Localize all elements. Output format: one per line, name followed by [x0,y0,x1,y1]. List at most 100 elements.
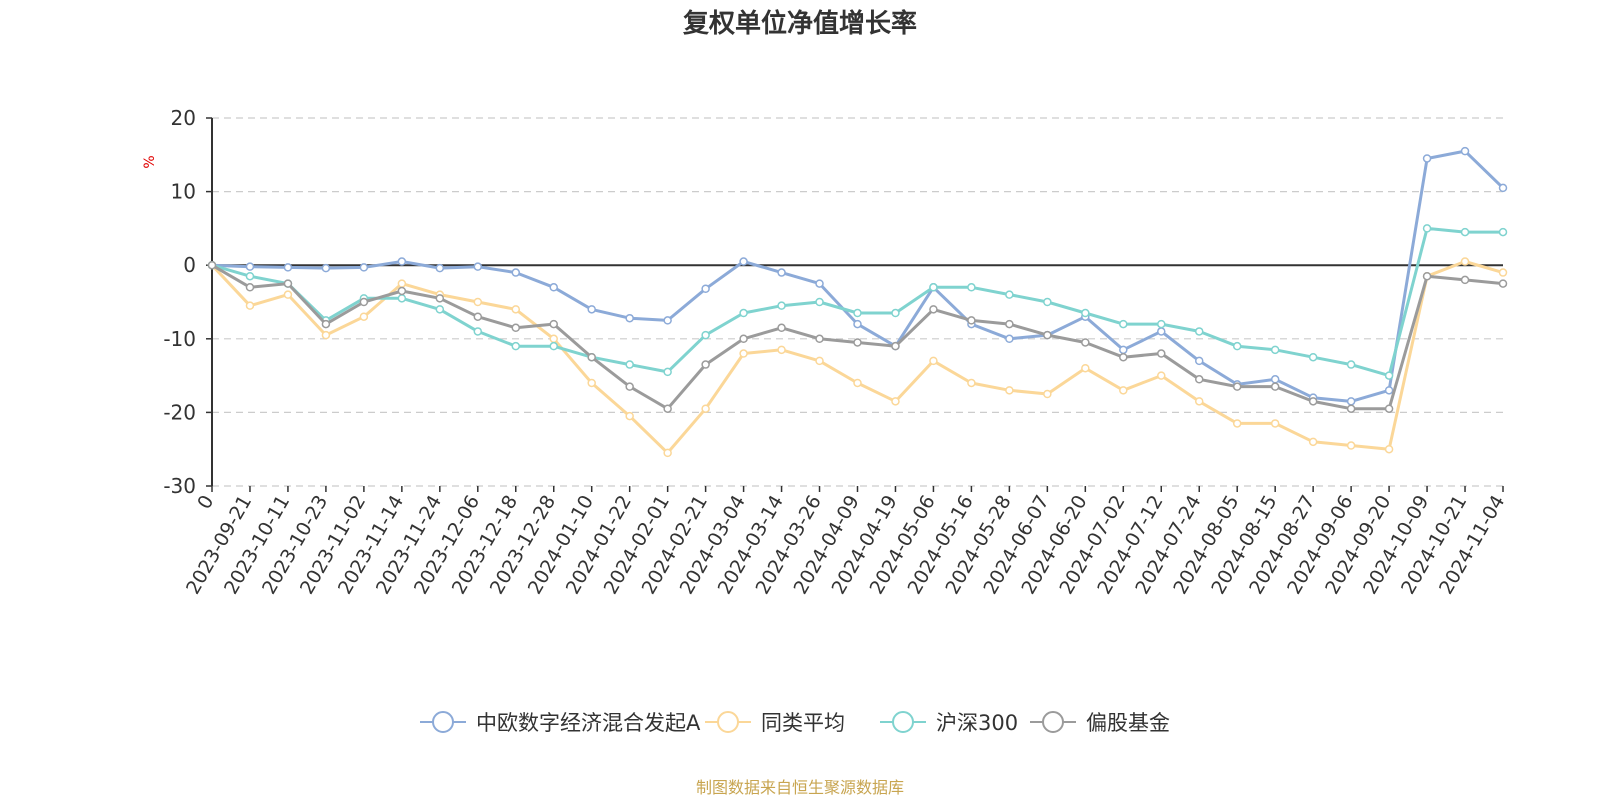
data-point [1119,352,1128,362]
data-point [739,308,748,318]
y-axis-unit: % [142,155,158,168]
data-point [283,279,293,288]
legend-item[interactable]: 沪深300 [880,711,1018,735]
y-tick-label: 10 [171,180,196,204]
data-point [1384,444,1394,454]
data-point [1119,345,1128,355]
data-point [777,268,786,277]
data-point [1081,363,1090,373]
data-point [1194,397,1204,406]
data-point [815,297,824,307]
legend-label: 沪深300 [936,711,1018,735]
legend-item[interactable]: 中欧数字经济混合发起A [420,711,701,735]
data-point [1498,227,1508,237]
data-point [625,360,634,369]
legend-item[interactable]: 同类平均 [705,711,845,735]
data-point [321,263,331,273]
data-point [1157,349,1166,358]
data-point [853,308,862,318]
legend-label: 中欧数字经济混合发起A [476,711,701,735]
data-point [853,378,862,388]
data-point [1460,257,1470,266]
data-point [1232,382,1242,391]
data-point [1308,437,1318,447]
data-point [473,297,483,307]
axes: 20100-10-20-3002023-09-212023-10-112023-… [163,106,1509,598]
y-tick-label: -10 [163,327,196,351]
data-point [245,271,255,281]
data-point [245,301,255,310]
data-point [929,283,938,292]
data-point [625,411,634,421]
data-point [283,263,293,272]
data-point [1157,327,1166,336]
data-point [777,345,786,355]
data-point [625,313,634,323]
data-point [1346,441,1356,450]
data-point [1384,404,1394,413]
data-point [891,397,900,406]
data-point [511,268,521,277]
data-point [1119,386,1128,395]
data-point [1422,271,1432,281]
legend-label: 同类平均 [761,711,845,735]
series-line [211,149,1505,403]
data-point [1308,397,1318,406]
data-point [625,382,634,391]
data-point [435,294,445,303]
data-point [321,330,331,340]
data-point [929,356,938,366]
data-point [1270,382,1280,391]
data-point [1346,397,1356,406]
series-lines [207,146,1508,458]
data-point [1460,146,1470,156]
x-tick-label: 0 [193,492,218,513]
data-point [967,316,976,325]
data-point [1232,419,1242,428]
series-3 [207,260,1508,413]
data-point [663,448,672,458]
data-point [1384,371,1394,380]
data-point [1498,279,1508,288]
data-point [777,323,786,333]
data-point [283,290,293,299]
data-point [1422,224,1432,233]
data-point [1346,360,1356,369]
legend-label: 偏股基金 [1086,711,1170,735]
data-point [587,352,596,362]
data-point [1498,268,1508,277]
data-point [397,279,407,288]
data-point [511,323,521,333]
data-point [1498,183,1508,193]
data-point [663,316,672,325]
y-tick-label: 20 [171,106,196,130]
data-point [1270,375,1280,384]
legend-item[interactable]: 偏股基金 [1030,711,1170,735]
data-point [1005,319,1014,329]
y-tick-label: 0 [183,253,196,277]
data-point [549,283,558,292]
legend[interactable]: 中欧数字经济混合发起A 同类平均 沪深300 偏股基金 [420,711,1170,735]
data-point [1460,275,1470,285]
data-point [929,305,938,314]
grid-lines [212,117,1503,487]
data-point [397,286,407,296]
data-point [853,338,862,347]
data-point [1043,330,1052,340]
data-point [815,334,824,344]
data-point [473,327,483,336]
data-point [359,297,369,307]
y-tick-label: -20 [163,400,196,424]
data-point [1005,386,1014,395]
data-point [473,262,483,271]
data-point [1081,308,1090,318]
legend-marker [717,711,739,733]
data-point [1270,345,1280,355]
series-line [211,226,1503,378]
data-point [701,284,710,294]
data-point [1119,319,1128,329]
data-point [891,308,900,318]
data-point [967,283,976,292]
data-point [701,360,710,369]
